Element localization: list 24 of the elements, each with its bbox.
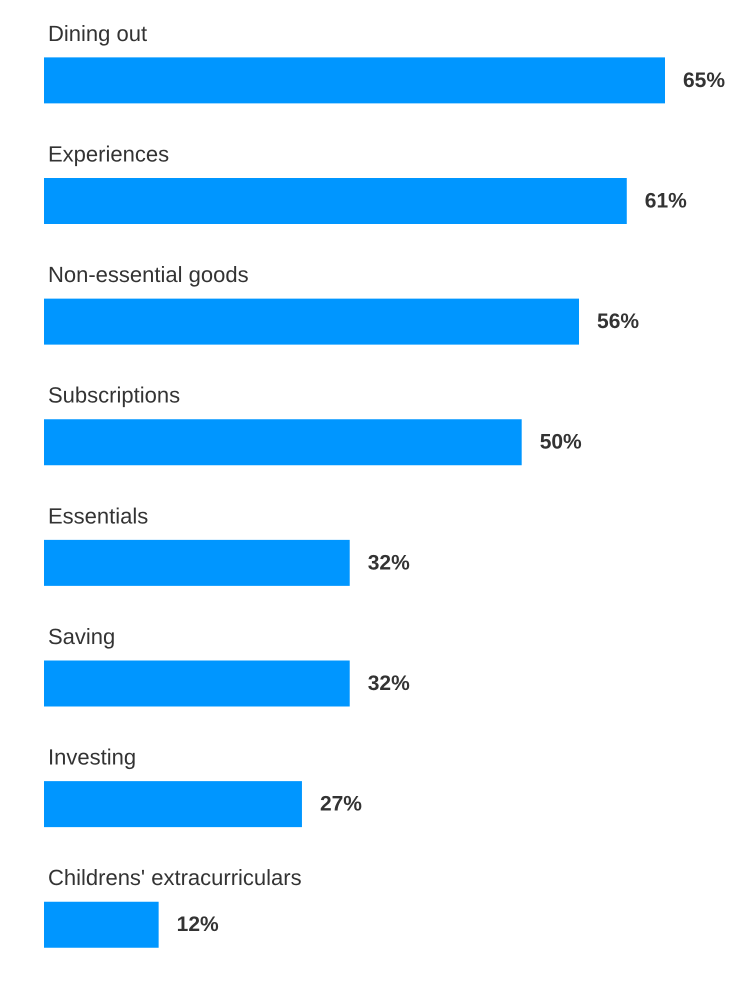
data-label: 32% (368, 672, 410, 695)
bar (44, 781, 302, 828)
bar (44, 298, 580, 345)
y-tick-label: Investing (48, 744, 136, 770)
bar (44, 660, 350, 706)
y-tick-label: Experiences (48, 141, 170, 166)
data-label: 50% (540, 430, 582, 454)
bar (44, 540, 350, 586)
y-tick-label: Subscriptions (48, 382, 180, 408)
data-label: 27% (320, 792, 362, 816)
y-tick-label: Childrens' extracurriculars (48, 865, 302, 890)
data-label: 65% (683, 68, 726, 92)
bar (44, 57, 665, 104)
y-tick-label: Saving (48, 624, 116, 649)
bar (44, 419, 522, 466)
bar (44, 178, 627, 224)
y-tick-label: Essentials (48, 503, 148, 528)
data-label: 12% (176, 913, 220, 936)
data-label: 32% (368, 551, 410, 574)
y-tick-label: Non-essential goods (48, 262, 249, 288)
data-label: 61% (644, 189, 688, 212)
y-tick-label: Dining out (48, 20, 148, 46)
bar (44, 902, 159, 948)
data-label: 56% (597, 310, 640, 334)
